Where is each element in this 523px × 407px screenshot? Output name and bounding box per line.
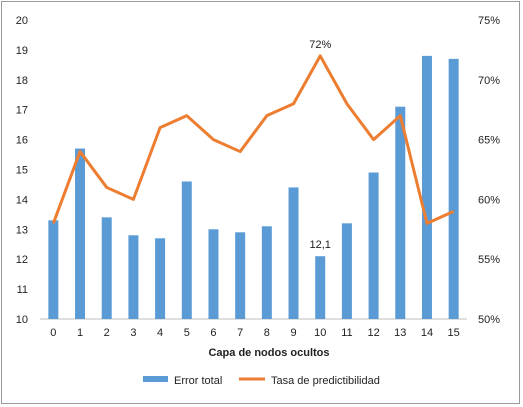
x-axis-ticks: 0 1 2 3 4 5 6 7 8 9 10 11 12 13 14 15 — [50, 327, 460, 339]
left-tick-label: 13 — [16, 224, 28, 236]
bar-error-total — [101, 217, 112, 319]
left-tick-label: 14 — [16, 194, 28, 206]
right-tick-label: 65% — [478, 135, 500, 147]
bar-error-total — [48, 220, 59, 319]
bar-error-total — [128, 235, 139, 319]
x-tick-label: 6 — [210, 327, 216, 339]
right-tick-label: 55% — [478, 254, 500, 266]
x-tick-label: 14 — [421, 327, 433, 339]
bar-error-total — [395, 106, 406, 320]
legend-label-tasa-de-predictibilidad: Tasa de predictibilidad — [271, 375, 380, 387]
right-tick-label: 70% — [478, 75, 500, 87]
left-tick-label: 17 — [16, 105, 28, 117]
right-axis-ticks: 50% 55% 60% 65% 70% 75% — [478, 15, 500, 326]
legend: Error total Tasa de predictibilidad — [143, 375, 380, 387]
x-tick-label: 8 — [264, 327, 270, 339]
x-tick-label: 12 — [367, 327, 379, 339]
x-tick-label: 7 — [237, 327, 243, 339]
x-axis-title: Capa de nodos ocultos — [208, 347, 329, 359]
left-tick-label: 10 — [16, 314, 28, 326]
legend-label-error-total: Error total — [174, 375, 222, 387]
legend-swatch-error-total — [143, 376, 168, 382]
x-tick-label: 1 — [77, 327, 83, 339]
right-tick-label: 75% — [478, 15, 500, 27]
x-tick-label: 11 — [341, 327, 352, 339]
left-axis-ticks: 10 11 12 13 14 15 16 17 18 19 20 — [16, 15, 28, 326]
x-tick-label: 5 — [184, 327, 190, 339]
x-tick-label: 9 — [290, 327, 296, 339]
x-tick-label: 4 — [157, 327, 163, 339]
bar-error-total — [315, 256, 326, 319]
bar-error-total — [208, 229, 219, 319]
left-tick-label: 15 — [16, 165, 28, 177]
line-series-tasa-de-predictibilidad — [51, 54, 455, 225]
left-tick-label: 19 — [16, 45, 28, 57]
bar-error-total — [288, 187, 299, 319]
left-tick-label: 18 — [16, 75, 28, 87]
bar-error-total — [181, 181, 192, 319]
left-tick-label: 20 — [16, 15, 28, 27]
data-labels: 12,1 72% — [309, 39, 331, 251]
bar-error-total — [235, 232, 246, 319]
left-tick-label: 16 — [16, 135, 28, 147]
x-tick-label: 3 — [130, 327, 136, 339]
right-tick-label: 50% — [478, 314, 500, 326]
data-label: 12,1 — [310, 239, 331, 251]
data-label: 72% — [309, 39, 331, 51]
left-tick-label: 11 — [17, 284, 28, 296]
right-tick-label: 60% — [478, 194, 500, 206]
bar-error-total — [75, 148, 86, 319]
bar-error-total — [261, 226, 272, 319]
x-tick-label: 2 — [104, 327, 110, 339]
bar-error-total — [448, 58, 459, 320]
bar-series-error-total — [48, 55, 459, 320]
x-tick-label: 13 — [394, 327, 406, 339]
bar-error-total — [421, 55, 432, 319]
bar-error-total — [341, 223, 352, 319]
bar-error-total — [368, 172, 379, 319]
x-tick-label: 10 — [314, 327, 326, 339]
bar-error-total — [155, 238, 166, 319]
left-tick-label: 12 — [16, 254, 28, 266]
x-tick-label: 0 — [50, 327, 56, 339]
x-tick-label: 15 — [448, 327, 460, 339]
